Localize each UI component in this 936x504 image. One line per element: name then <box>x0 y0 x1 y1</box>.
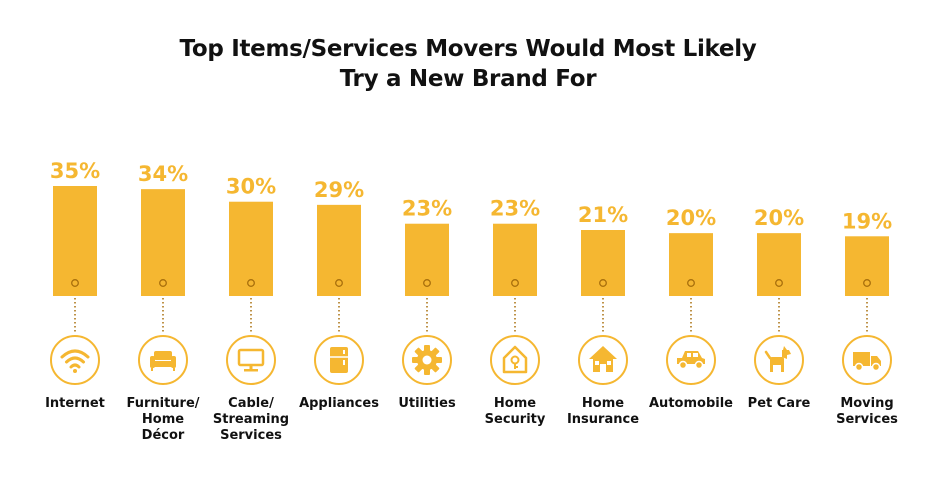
category-label: Internet <box>27 396 123 412</box>
value-label: 23% <box>490 197 540 221</box>
connector-dot <box>159 279 167 287</box>
refrigerator-icon <box>330 347 348 373</box>
wifi-icon <box>60 349 90 373</box>
chart-title-line-1: Top Items/Services Movers Would Most Lik… <box>179 36 757 62</box>
category-label: Automobile <box>643 396 739 412</box>
value-label: 30% <box>226 175 276 199</box>
category-label-line: Appliances <box>299 396 379 411</box>
bar <box>53 186 97 296</box>
category-label-line: Moving <box>840 396 894 411</box>
bar <box>845 236 889 296</box>
category-label-line: Cable/ <box>228 396 274 411</box>
value-label: 29% <box>314 178 364 202</box>
connector-dot <box>863 279 871 287</box>
value-label: 23% <box>402 197 452 221</box>
icon-circle <box>226 335 276 385</box>
connector-dot <box>511 279 519 287</box>
category-label-line: Home <box>581 396 625 411</box>
connector-dot <box>599 279 607 287</box>
category-label-line: Automobile <box>649 396 733 411</box>
category-label-line: Décor <box>141 428 185 443</box>
category-label-line: Security <box>484 412 546 427</box>
icon-circle <box>490 335 540 385</box>
category-label: Moving Services <box>819 396 915 428</box>
connector-dot <box>71 279 79 287</box>
category-label-line: Streaming <box>212 412 290 427</box>
category-label: Furniture/Home Décor <box>115 396 211 444</box>
sofa-icon <box>150 351 176 371</box>
bar <box>141 189 185 296</box>
category-label: Pet Care <box>731 396 827 412</box>
chart-title-line-2: Try a New Brand For <box>339 66 597 92</box>
house-icon <box>589 346 617 372</box>
gear-icon <box>412 345 442 375</box>
car-icon <box>677 351 705 370</box>
connector-dot <box>335 279 343 287</box>
connector-dot <box>247 279 255 287</box>
value-label: 19% <box>842 209 892 233</box>
moving-truck-icon <box>853 352 881 372</box>
category-label-line: Utilities <box>398 396 456 411</box>
tv-icon <box>237 348 265 372</box>
connector-dot <box>423 279 431 287</box>
category-label-line: Insurance <box>566 412 640 427</box>
category-label-line: Furniture/ <box>126 396 200 411</box>
category-label: Home Insurance <box>555 396 651 428</box>
value-label: 35% <box>50 159 100 183</box>
icon-circle <box>50 335 100 385</box>
connector-dot <box>687 279 695 287</box>
category-label-line: Home <box>493 396 537 411</box>
connector-dot <box>775 279 783 287</box>
dog-icon <box>764 346 791 372</box>
category-label-line: Services <box>220 428 282 443</box>
category-label-line: Internet <box>45 396 105 411</box>
category-label: Home Security <box>467 396 563 428</box>
category-label-line: Services <box>836 412 898 427</box>
category-label: Cable/Streaming Services <box>203 396 299 444</box>
category-label-line: Pet Care <box>747 396 811 411</box>
value-label: 34% <box>138 162 188 186</box>
chart-title: Top Items/Services Movers Would Most Lik… <box>0 34 936 94</box>
value-label: 21% <box>578 203 628 227</box>
category-label: Utilities <box>379 396 475 412</box>
category-label-line: Home <box>141 412 185 427</box>
category-label: Appliances <box>291 396 387 412</box>
value-label: 20% <box>666 206 716 230</box>
home-security-icon <box>502 345 528 374</box>
value-label: 20% <box>754 206 804 230</box>
